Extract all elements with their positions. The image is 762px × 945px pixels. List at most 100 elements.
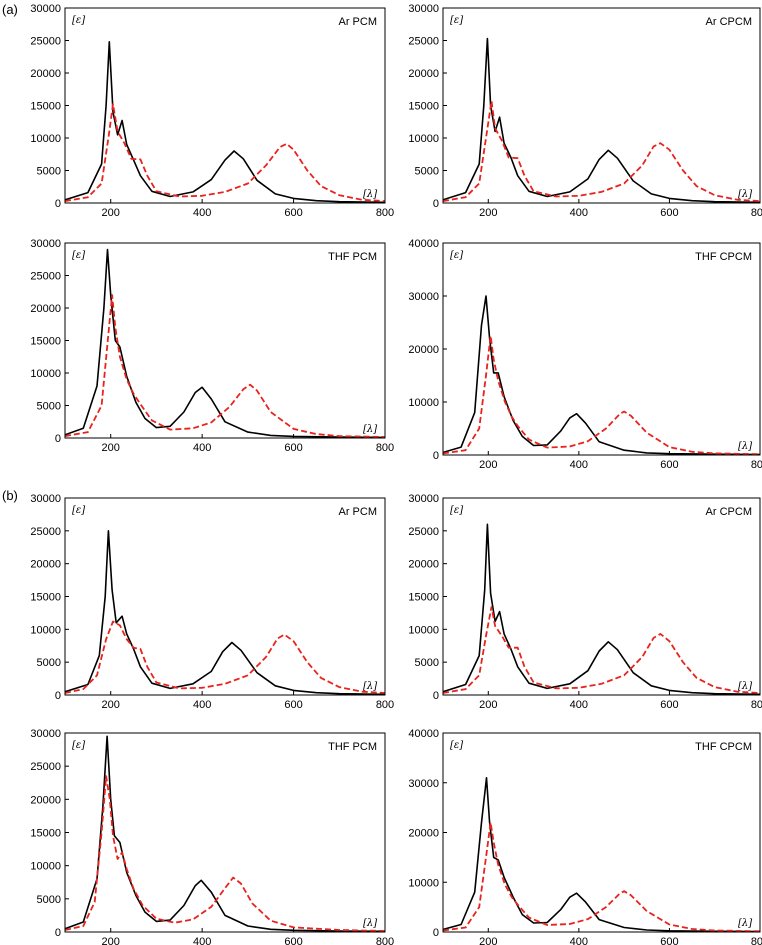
y-axis-label: [ε]	[72, 15, 85, 26]
y-tick-label: 15000	[30, 592, 61, 604]
x-axis-label: [λ]	[363, 189, 377, 200]
y-tick-label: 5000	[37, 657, 61, 669]
series-line-black	[443, 37, 760, 203]
x-axis-label: [λ]	[363, 424, 377, 435]
series-line-black	[65, 735, 385, 932]
y-axis-label: [ε]	[450, 250, 463, 261]
x-tick-label: 800	[376, 699, 394, 711]
y-tick-label: 15000	[408, 592, 439, 604]
y-tick-label: 15000	[30, 336, 61, 348]
y-tick-label: 30000	[408, 493, 439, 505]
x-tick-label: 600	[660, 699, 678, 711]
x-tick-label: 600	[284, 207, 302, 219]
chart-panel: 200 400 600 800 0 5000 10000 15000 20000 25000 300…	[30, 238, 394, 454]
chart-panel: 200 400 600 800 0 5000 10000 15000 20000 25000 300…	[30, 3, 394, 219]
x-tick-label: 400	[193, 699, 211, 711]
x-tick-label: 400	[193, 442, 211, 454]
y-tick-label: 5000	[37, 894, 61, 906]
y-tick-label: 20000	[408, 559, 439, 571]
y-tick-label: 10000	[30, 861, 61, 873]
y-axis-label: [ε]	[72, 505, 85, 516]
x-tick-label: 800	[751, 459, 762, 471]
y-tick-label: 0	[433, 198, 439, 210]
x-axis-label: [λ]	[738, 681, 752, 692]
series-line-red-dashed	[65, 294, 385, 438]
chart-panel: 200 400 600 800 0 5000 10000 15000 20000 25000 300…	[408, 493, 762, 711]
y-tick-label: 40000	[408, 728, 439, 740]
y-tick-label: 20000	[30, 68, 61, 80]
x-axis-label: [λ]	[738, 189, 752, 200]
y-tick-label: 25000	[408, 36, 439, 48]
y-tick-label: 25000	[30, 271, 61, 283]
y-tick-label: 30000	[408, 291, 439, 303]
y-tick-label: 10000	[30, 368, 61, 380]
y-tick-label: 15000	[30, 828, 61, 840]
x-tick-label: 200	[479, 936, 497, 945]
series-line-red-dashed	[443, 100, 760, 202]
y-tick-label: 5000	[37, 166, 61, 178]
x-tick-label: 200	[102, 442, 120, 454]
y-axis-label: [ε]	[450, 15, 463, 26]
y-axis-label: [ε]	[450, 505, 463, 516]
x-tick-label: 800	[751, 699, 762, 711]
series-line-red-dashed	[65, 103, 385, 202]
x-axis-label: [λ]	[738, 441, 752, 452]
y-tick-label: 10000	[30, 624, 61, 636]
series-line-red-dashed	[65, 775, 385, 932]
x-tick-label: 200	[479, 459, 497, 471]
y-tick-label: 30000	[30, 493, 61, 505]
y-tick-label: 15000	[30, 101, 61, 113]
y-tick-label: 30000	[30, 3, 61, 15]
x-tick-label: 200	[102, 699, 120, 711]
x-tick-label: 600	[660, 459, 678, 471]
y-tick-label: 5000	[37, 401, 61, 413]
y-tick-label: 40000	[408, 238, 439, 250]
y-tick-label: 25000	[408, 526, 439, 538]
chart-title: Ar PCM	[339, 506, 378, 518]
x-tick-label: 400	[193, 936, 211, 945]
chart-title: THF PCM	[328, 251, 377, 263]
chart-title: THF CPCM	[695, 741, 752, 753]
x-tick-label: 600	[284, 442, 302, 454]
y-tick-label: 25000	[30, 526, 61, 538]
y-tick-label: 20000	[30, 794, 61, 806]
x-tick-label: 400	[570, 459, 588, 471]
x-axis-label: [λ]	[738, 918, 752, 929]
y-tick-label: 25000	[30, 761, 61, 773]
x-tick-label: 200	[102, 207, 120, 219]
y-tick-label: 0	[433, 690, 439, 702]
chart-panel: 200 400 600 800 0 5000 10000 15000 20000 25000 300…	[408, 3, 762, 219]
chart-title: Ar CPCM	[706, 506, 752, 518]
series-line-black	[443, 777, 760, 932]
x-tick-label: 600	[284, 936, 302, 945]
series-line-red-dashed	[443, 606, 760, 694]
y-tick-label: 0	[433, 927, 439, 939]
y-tick-label: 20000	[30, 559, 61, 571]
y-axis-label: [ε]	[72, 740, 85, 751]
y-tick-label: 10000	[408, 624, 439, 636]
x-tick-label: 600	[284, 699, 302, 711]
panel-b-label: (b)	[2, 488, 18, 503]
x-tick-label: 800	[376, 442, 394, 454]
y-tick-label: 25000	[30, 36, 61, 48]
y-tick-label: 10000	[408, 877, 439, 889]
x-tick-label: 800	[376, 936, 394, 945]
y-tick-label: 10000	[30, 133, 61, 145]
x-tick-label: 400	[193, 207, 211, 219]
chart-panel: 200 400 600 800 0 10000 20000 30000 40000 [ε] [λ] T…	[408, 238, 762, 471]
y-axis-label: [ε]	[450, 740, 463, 751]
series-line-red-dashed	[443, 334, 760, 455]
x-axis-label: [λ]	[363, 918, 377, 929]
plot-frame	[64, 242, 386, 439]
y-axis-label: [ε]	[72, 250, 85, 261]
chart-title: THF PCM	[328, 741, 377, 753]
series-line-black	[65, 248, 385, 438]
x-tick-label: 600	[660, 207, 678, 219]
y-tick-label: 0	[55, 198, 61, 210]
x-tick-label: 600	[660, 936, 678, 945]
y-tick-label: 30000	[30, 728, 61, 740]
y-tick-label: 30000	[30, 238, 61, 250]
y-tick-label: 10000	[408, 133, 439, 145]
y-tick-label: 20000	[408, 344, 439, 356]
